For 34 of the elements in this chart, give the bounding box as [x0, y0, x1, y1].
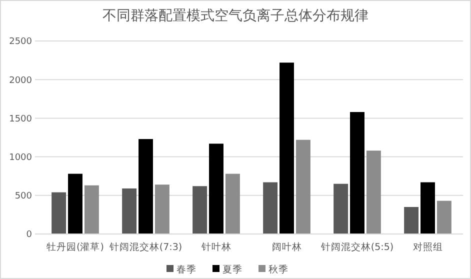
y-tick-label: 1500 [9, 114, 32, 124]
legend-label: 秋季 [268, 263, 288, 276]
bar [192, 186, 208, 234]
bar [68, 174, 82, 234]
bar [436, 200, 452, 234]
bar [154, 184, 170, 234]
bar [404, 206, 419, 234]
x-tick-label: 牡丹园(灌草) [46, 241, 104, 253]
bar [420, 182, 435, 234]
bar [84, 185, 99, 234]
y-tick-label: 500 [14, 192, 32, 202]
bar [350, 112, 364, 234]
x-tick-label: 阔叶林 [272, 241, 302, 253]
x-tick-label: 针叶林 [200, 241, 232, 253]
bar [334, 184, 348, 234]
legend-label: 春季 [176, 263, 196, 276]
bar [138, 139, 153, 234]
bar [122, 188, 137, 234]
bar [263, 182, 278, 234]
y-tick-label: 2500 [9, 37, 32, 48]
legend-label: 夏季 [222, 263, 242, 276]
x-tick-label: 针阔混交林(7:3) [108, 241, 182, 253]
chart-title: 不同群落配置模式空气负离子总体分布规律 [102, 8, 368, 24]
y-tick-label: 2000 [9, 76, 32, 86]
y-tick-label: 0 [26, 230, 32, 240]
bar [209, 144, 224, 234]
bar [366, 150, 381, 234]
bar [296, 140, 310, 234]
bar [280, 62, 294, 234]
x-tick-label: 对照组 [412, 241, 443, 253]
x-tick-label: 针阔混交林(5:5) [320, 241, 394, 253]
y-tick-label: 1000 [9, 152, 32, 163]
bar [52, 192, 66, 234]
bar [225, 174, 240, 234]
